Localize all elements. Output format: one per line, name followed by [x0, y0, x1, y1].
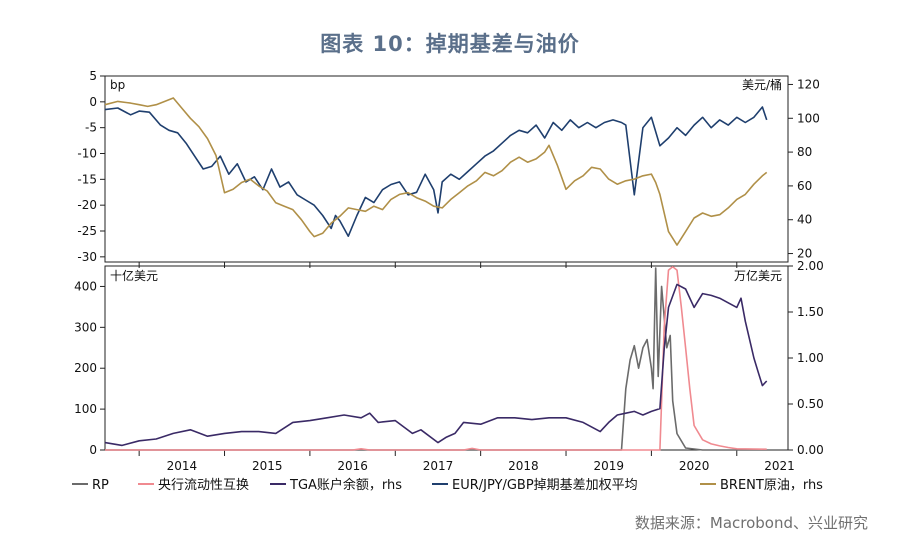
bottom-right-tick-label: 2.00 — [797, 259, 824, 273]
top-left-tick-label: -5 — [85, 121, 97, 135]
bottom-panel-frame — [104, 265, 789, 451]
source-note: 数据来源：Macrobond、兴业研究 — [634, 514, 868, 532]
top-left-tick-label: -30 — [77, 250, 97, 264]
top-left-tick-label: 5 — [89, 69, 97, 83]
legend-label-brent: BRENT原油，rhs — [720, 478, 823, 493]
bottom-right-tick-label: 1.50 — [797, 305, 824, 319]
legend: RP 央行流动性互换 TGA账户余额，rhs EUR/JPY/GBP掉期基差加权平均 B… — [72, 477, 823, 493]
x-tick-label: 2021 — [764, 459, 795, 473]
bottom-left-unit: 十亿美元 — [110, 268, 158, 283]
x-tick-label: 2019 — [593, 459, 624, 473]
x-tick-label: 2018 — [508, 459, 539, 473]
series-line-cb_swap — [105, 265, 767, 451]
series-line-basis — [104, 106, 768, 237]
bottom-right-unit: 万亿美元 — [734, 268, 782, 283]
bottom-right-tick-label: 1.00 — [797, 351, 824, 365]
top-right-tick-label: 40 — [797, 213, 812, 227]
legend-label-rp: RP — [92, 478, 109, 493]
top-right-tick-label: 60 — [797, 179, 812, 193]
x-tick-label: 2014 — [167, 459, 198, 473]
bottom-panel-axes: 400 300 200 100 0 2.00 1.50 1.00 0.50 0.00 2014 201… — [74, 259, 824, 473]
top-right-unit: 美元/桶 — [742, 77, 782, 92]
bottom-left-tick-label: 400 — [74, 279, 97, 293]
series-line-brent — [104, 97, 768, 246]
series-line-tga — [104, 283, 768, 447]
top-right-tick-label: 120 — [797, 77, 820, 91]
top-panel-series — [104, 97, 768, 246]
bottom-panel-series — [104, 265, 768, 451]
top-panel-axes: 5 0 -5 -10 -15 -20 -25 -30 120 100 80 60 40 20 — [77, 69, 820, 268]
bottom-left-tick-label: 200 — [74, 361, 97, 375]
top-left-tick-label: -15 — [77, 172, 97, 186]
legend-label-cb_swap: 央行流动性互换 — [158, 478, 249, 493]
figure-title: 图表 10：掉期基差与油价 — [320, 32, 580, 56]
legend-label-tga: TGA账户余额，rhs — [289, 477, 402, 493]
legend-label-basis: EUR/JPY/GBP掉期基差加权平均 — [452, 477, 638, 493]
top-left-tick-label: 0 — [89, 95, 97, 109]
bottom-left-tick-label: 0 — [89, 443, 97, 457]
top-panel-frame — [104, 75, 789, 263]
top-left-tick-label: -20 — [77, 198, 97, 212]
x-tick-label: 2017 — [423, 459, 454, 473]
x-tick-label: 2015 — [252, 459, 283, 473]
bottom-left-tick-label: 100 — [74, 402, 97, 416]
x-tick-label: 2016 — [337, 459, 368, 473]
top-left-unit: bp — [110, 78, 125, 92]
top-left-tick-label: -25 — [77, 224, 97, 238]
top-right-tick-label: 20 — [797, 247, 812, 261]
bottom-left-tick-label: 300 — [74, 320, 97, 334]
top-right-tick-label: 80 — [797, 145, 812, 159]
bottom-right-tick-label: 0.50 — [797, 397, 824, 411]
top-left-tick-label: -10 — [77, 147, 97, 161]
top-right-tick-label: 100 — [797, 111, 820, 125]
series-line-rp — [105, 267, 767, 451]
bottom-right-tick-label: 0.00 — [797, 443, 824, 457]
x-tick-label: 2020 — [679, 459, 710, 473]
